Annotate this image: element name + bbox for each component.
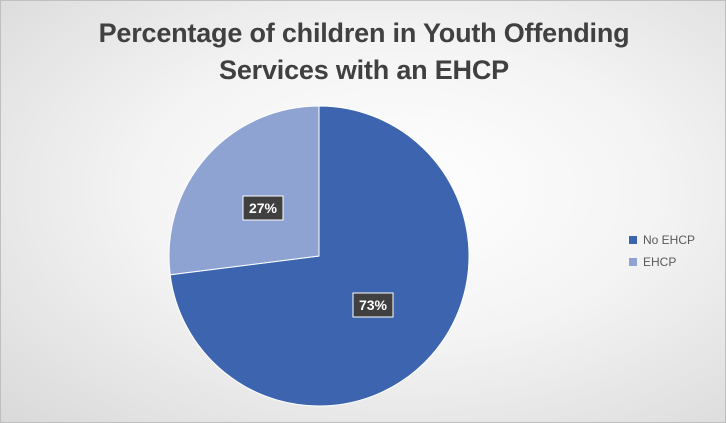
chart-title-line-2: Services with an EHCP — [219, 55, 509, 85]
chart-title-line-1: Percentage of children in Youth Offendin… — [98, 18, 630, 48]
data-label-text-ehcp: 27% — [249, 200, 278, 216]
data-label-ehcp: 27% — [242, 195, 284, 221]
pie-slice-ehcp — [168, 105, 320, 276]
legend-label-ehcp: EHCP — [643, 255, 677, 269]
legend-swatch-ehcp — [629, 258, 637, 266]
legend-item-ehcp: EHCP — [629, 251, 695, 273]
legend-item-no-ehcp: No EHCP — [629, 229, 695, 251]
data-label-no-ehcp: 73% — [352, 292, 394, 318]
legend-swatch-no-ehcp — [629, 236, 637, 244]
pie-slice-no-ehcp — [169, 105, 470, 407]
legend-label-no-ehcp: No EHCP — [643, 233, 696, 247]
chart-title: Percentage of children in Youth Offendin… — [1, 15, 725, 89]
data-label-text-no-ehcp: 73% — [359, 297, 388, 313]
legend: No EHCP EHCP — [629, 229, 695, 273]
